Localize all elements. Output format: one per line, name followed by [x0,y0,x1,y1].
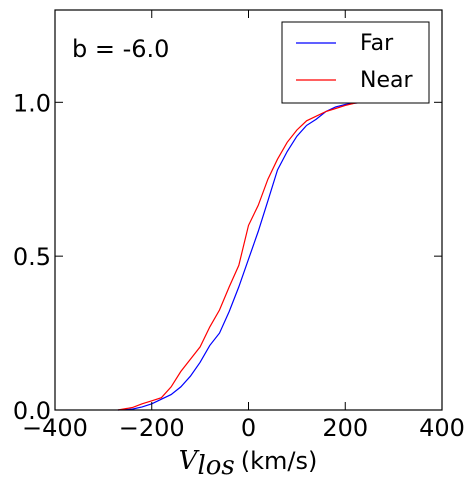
x-axis-symbol: V [179,446,200,476]
legend-box [281,21,430,104]
y-tick-label: 1.0 [13,89,51,117]
plot-frame [54,9,443,411]
x-tick-label: 200 [322,414,368,442]
series-line-near [117,101,370,411]
x-tick-label: −400 [22,414,88,442]
legend: Far Near [281,21,430,104]
legend-label-far: Far [360,31,394,56]
svg-text:Vlos(km/s): Vlos (km/s) [179,446,318,481]
x-axis-label: Vlos (km/s) [179,446,318,481]
series-line-far [117,101,370,411]
label-layer: −400 −200 0 200 400 0.0 0.5 1.0 [13,89,465,442]
legend-label-near: Near [360,68,413,93]
x-tick-label: 400 [419,414,465,442]
y-tick-label: 0.0 [13,397,51,425]
x-tick-label: 0 [241,414,256,442]
y-tick-label: 0.5 [13,243,51,271]
x-tick-label: −200 [119,414,185,442]
x-axis-subscript: los [197,451,234,481]
annotation-b-value: b = -6.0 [72,35,169,63]
x-axis-unit: (km/s) [241,447,318,475]
series-layer [117,101,370,411]
